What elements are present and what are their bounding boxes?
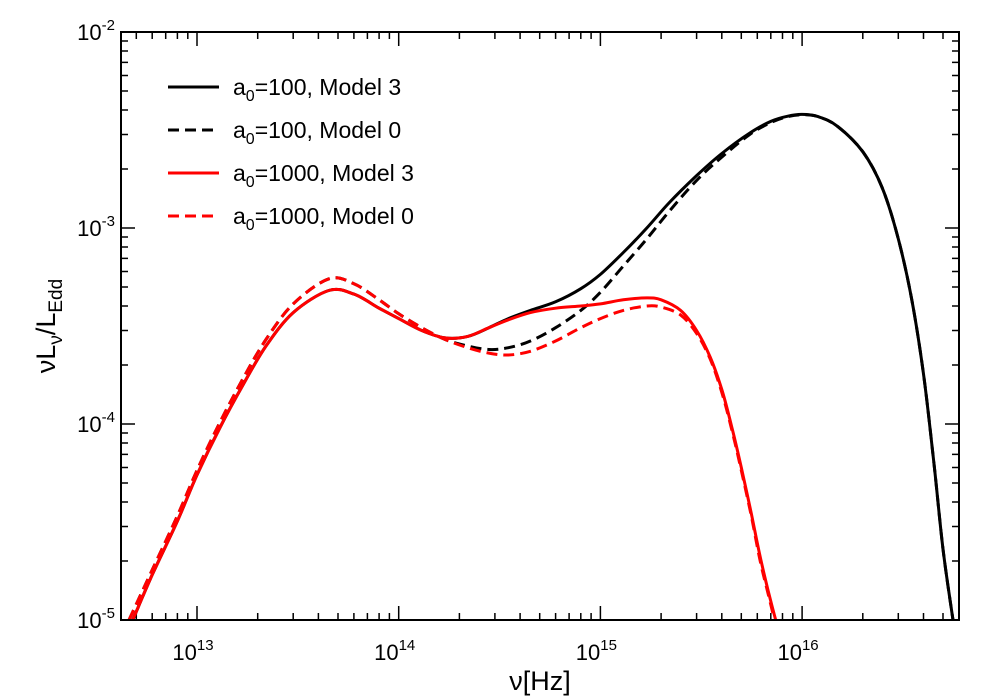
legend-label-a0-1000-model-3: a0=1000, Model 3	[233, 160, 414, 191]
x-axis-title: ν[Hz]	[509, 666, 571, 696]
series-layer	[127, 112, 955, 620]
x-tick-label: 1016	[777, 637, 818, 665]
x-tick-label: 1015	[576, 637, 617, 665]
x-tick-label: 1014	[374, 637, 415, 665]
y-axis-title-sub2: Edd	[46, 279, 67, 313]
y-tick-label: 10-4	[77, 409, 115, 437]
series-line-a0-1000-model-0	[127, 276, 776, 620]
axis-ticks	[121, 31, 960, 621]
y-axis-title-main: νL	[31, 345, 61, 374]
legend: a0=100, Model 3 a0=100, Model 0 a0=1000, M…	[168, 74, 414, 234]
legend-label-a0-100-model-3: a0=100, Model 3	[233, 74, 401, 105]
y-axis-title-sub1: ν	[46, 335, 67, 345]
legend-label-a0-1000-model-0: a0=1000, Model 0	[233, 203, 414, 234]
y-tick-label: 10-2	[77, 17, 115, 45]
y-axis-title-mid: /L	[31, 313, 61, 336]
y-axis-title: νLν/LEdd	[31, 279, 67, 373]
plot-frame	[120, 31, 960, 621]
y-tick-label: 10-5	[77, 605, 115, 633]
x-tick-label: 1013	[172, 637, 213, 665]
tick-labels: 1013 1014 1015 1016 10-5 10-4 10-3 10-2	[77, 17, 818, 665]
legend-label-a0-100-model-0: a0=100, Model 0	[233, 117, 401, 148]
y-tick-label: 10-3	[77, 213, 115, 241]
tick-marks	[121, 31, 960, 621]
